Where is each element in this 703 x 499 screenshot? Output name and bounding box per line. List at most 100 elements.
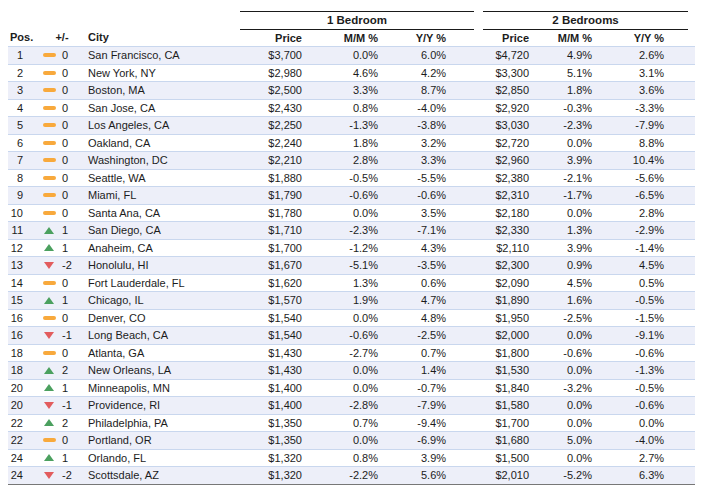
city-cell: Denver, CO: [88, 309, 240, 327]
table-row: 222Philadelphia, PA$1,3500.7%-9.4%$1,700…: [8, 414, 695, 432]
rank-trend-cell: [36, 99, 62, 117]
rank-change-cell: 0: [62, 99, 88, 117]
price-1br-cell: $1,700: [240, 239, 306, 257]
rank-change-cell: 0: [62, 344, 88, 362]
city-cell: Scottsdale, AZ: [88, 467, 240, 485]
rank-cell: 18: [8, 362, 36, 380]
group-gap: [474, 12, 483, 30]
rank-cell: 13: [8, 257, 36, 275]
yy-1br-cell: -4.0%: [382, 99, 474, 117]
yy-2br-cell: 10.4%: [596, 152, 688, 170]
city-cell: Santa Ana, CA: [88, 204, 240, 222]
price-2br-cell: $1,500: [483, 449, 533, 467]
city-cell: Washington, DC: [88, 152, 240, 170]
yy-1br-cell: -3.8%: [382, 117, 474, 135]
table-row: 13-2Honolulu, HI$1,670-5.1%-3.5%$2,3000.…: [8, 257, 695, 275]
group-header-row: 1 Bedroom 2 Bedrooms: [8, 12, 695, 30]
trail-cell: [688, 292, 695, 310]
rank-change-cell: 0: [62, 274, 88, 292]
yy-2br-cell: -1.5%: [596, 309, 688, 327]
city-cell: Oakland, CA: [88, 134, 240, 152]
rank-change-cell: 2: [62, 362, 88, 380]
gap-cell: [474, 99, 483, 117]
rank-change-cell: 0: [62, 187, 88, 205]
rank-change-cell: -2: [62, 257, 88, 275]
trail-cell: [688, 239, 695, 257]
rank-trend-cell: [36, 187, 62, 205]
rank-change-cell: 0: [62, 432, 88, 450]
rank-same-icon: [43, 141, 56, 145]
table-row: 111San Diego, CA$1,710-2.3%-7.1%$2,3301.…: [8, 222, 695, 240]
price-2br-cell: $1,890: [483, 292, 533, 310]
trail-cell: [688, 222, 695, 240]
rank-trend-cell: [36, 47, 62, 65]
mm-1br-cell: 0.7%: [306, 414, 382, 432]
table-row: 80Seattle, WA$1,880-0.5%-5.5%$2,380-2.1%…: [8, 169, 695, 187]
mm-1br-cell: 1.3%: [306, 274, 382, 292]
gap-cell: [474, 344, 483, 362]
rank-change-cell: 0: [62, 82, 88, 100]
price-1br-cell: $2,430: [240, 99, 306, 117]
gap-cell: [474, 204, 483, 222]
yy-1br-cell: 4.7%: [382, 292, 474, 310]
rank-trend-cell: [36, 449, 62, 467]
price-1br-cell: $2,240: [240, 134, 306, 152]
gap-cell: [474, 187, 483, 205]
column-header-row: Pos. +/- City Price M/M % Y/Y % Price M/…: [8, 29, 695, 47]
mm-1br-cell: -0.5%: [306, 169, 382, 187]
table-row: 10San Francisco, CA$3,7000.0%6.0%$4,7204…: [8, 47, 695, 65]
yy-2br-cell: 2.8%: [596, 204, 688, 222]
col-header-mm-2br: M/M %: [533, 29, 596, 47]
rent-report-table-container: 1 Bedroom 2 Bedrooms Pos. +/- City Price…: [0, 0, 703, 485]
city-cell: Boston, MA: [88, 82, 240, 100]
table-row: 182New Orleans, LA$1,4300.0%1.4%$1,5300.…: [8, 362, 695, 380]
rank-cell: 16: [8, 327, 36, 345]
mm-2br-cell: -0.6%: [533, 344, 596, 362]
trail-cell: [688, 134, 695, 152]
mm-2br-cell: 0.0%: [533, 397, 596, 415]
trail-cell: [688, 99, 695, 117]
yy-1br-cell: -3.5%: [382, 257, 474, 275]
price-2br-cell: $4,720: [483, 47, 533, 65]
price-2br-cell: $2,380: [483, 169, 533, 187]
mm-1br-cell: 0.0%: [306, 432, 382, 450]
rank-change-cell: -1: [62, 397, 88, 415]
yy-2br-cell: 8.8%: [596, 134, 688, 152]
table-row: 201Minneapolis, MN$1,4000.0%-0.7%$1,840-…: [8, 379, 695, 397]
price-1br-cell: $2,210: [240, 152, 306, 170]
mm-2br-cell: 1.8%: [533, 82, 596, 100]
group-header-spacer: [8, 12, 240, 30]
yy-1br-cell: -6.9%: [382, 432, 474, 450]
price-1br-cell: $1,350: [240, 414, 306, 432]
yy-1br-cell: 4.8%: [382, 309, 474, 327]
mm-1br-cell: 0.0%: [306, 204, 382, 222]
mm-2br-cell: -5.2%: [533, 467, 596, 485]
mm-1br-cell: -2.2%: [306, 467, 382, 485]
trail-cell: [688, 432, 695, 450]
rank-same-icon: [43, 123, 56, 127]
yy-1br-cell: 3.2%: [382, 134, 474, 152]
rank-trend-cell: [36, 432, 62, 450]
rank-up-icon: [44, 419, 54, 426]
rank-trend-cell: [36, 292, 62, 310]
yy-2br-cell: -7.9%: [596, 117, 688, 135]
price-2br-cell: $3,030: [483, 117, 533, 135]
price-1br-cell: $2,980: [240, 64, 306, 82]
gap-cell: [474, 397, 483, 415]
rank-same-icon: [43, 211, 56, 215]
gap-cell: [474, 47, 483, 65]
mm-2br-cell: 1.6%: [533, 292, 596, 310]
trail-cell: [688, 397, 695, 415]
rank-change-cell: 0: [62, 134, 88, 152]
mm-1br-cell: 0.0%: [306, 379, 382, 397]
rank-down-icon: [44, 402, 54, 409]
table-row: 121Anaheim, CA$1,700-1.2%4.3%$2,1103.9%-…: [8, 239, 695, 257]
table-row: 151Chicago, IL$1,5701.9%4.7%$1,8901.6%-0…: [8, 292, 695, 310]
price-1br-cell: $1,320: [240, 467, 306, 485]
rank-change-cell: 0: [62, 64, 88, 82]
yy-2br-cell: -3.3%: [596, 99, 688, 117]
col-header-trail: [688, 29, 695, 47]
rank-cell: 16: [8, 309, 36, 327]
gap-cell: [474, 64, 483, 82]
yy-2br-cell: 0.5%: [596, 274, 688, 292]
